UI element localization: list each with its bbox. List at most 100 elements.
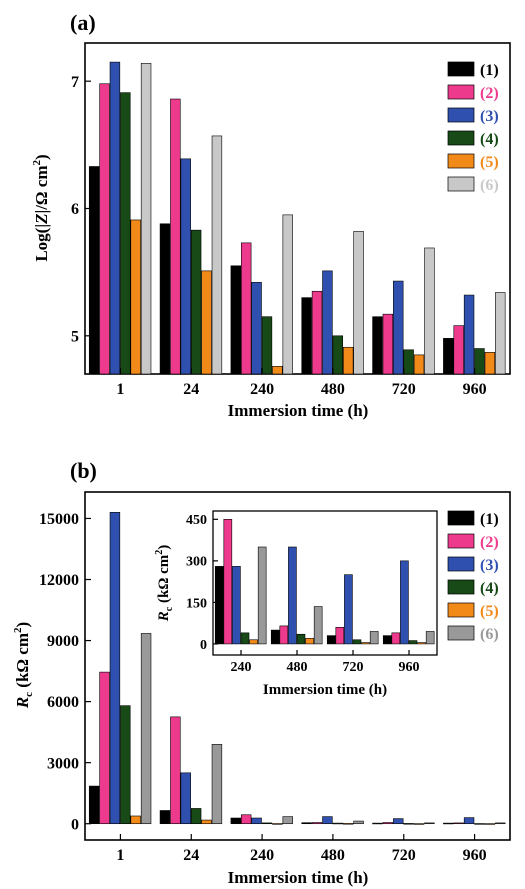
a-legend-label-5: (5) [480, 154, 499, 171]
b-legend-swatch-3 [447, 556, 475, 572]
a-bar-series-4-480 [332, 335, 344, 375]
panel-b-x-axis-label: Immersion time (h) [228, 868, 369, 887]
panel-b-legend: (1) (2) (3) (4) (5) (6) [447, 510, 499, 643]
a-legend-label-4: (4) [480, 131, 499, 148]
a-y-tick-label: 5 [71, 328, 79, 345]
a-bar-series-3-720 [393, 280, 404, 375]
a-bar-series-6-480 [353, 231, 364, 375]
a-legend-swatch-5 [447, 153, 475, 169]
i-bar-series-4-960 [408, 640, 418, 645]
b-bar-series-1-240 [230, 817, 242, 825]
b-legend-swatch-5 [447, 602, 475, 618]
i-bar-series-2-960 [391, 632, 401, 645]
b-bar-series-6-720 [424, 822, 435, 825]
a-bar-series-4-960 [474, 348, 485, 375]
b-bar-series-1-960 [443, 822, 454, 825]
a-legend-label-1: (1) [480, 62, 499, 79]
panel-a-y-axis-label: Log(|Z|/Ω cm2) [31, 154, 51, 261]
b-bar-series-3-24 [180, 772, 191, 825]
a-bar-series-2-24 [170, 98, 181, 375]
panel-b-inset: 0 150 300 450 240 480 720 960 Rc (kΩ cm2) Imme… [154, 510, 438, 698]
inset-x-axis-label: Immersion time (h) [263, 682, 387, 698]
b-bar-series-2-960 [453, 822, 464, 825]
a-y-tick-label: 6 [71, 201, 79, 218]
i-bar-series-5-720 [361, 642, 370, 645]
b-y-tick-label: 3000 [47, 755, 79, 772]
a-x-tick-label: 240 [250, 381, 274, 398]
i-bar-series-5-480 [305, 638, 314, 645]
a-bar-series-4-240 [261, 316, 273, 375]
a-legend-swatch-3 [447, 107, 475, 123]
a-bar-series-5-24 [201, 270, 212, 375]
panel-a-y-ticks: 5 6 7 [71, 74, 91, 345]
b-legend-swatch-1 [447, 510, 475, 526]
b-bar-series-4-1 [120, 705, 131, 825]
a-x-tick-label: 960 [463, 381, 487, 398]
inset-x-ticks: 240 480 720 960 [231, 650, 420, 675]
a-bar-series-4-720 [403, 349, 414, 375]
a-bar-series-3-480 [322, 270, 333, 375]
a-x-tick-label: 1 [116, 381, 124, 398]
a-bar-series-6-24 [211, 135, 223, 375]
a-bar-series-1-24 [159, 223, 171, 375]
b-legend-label-2: (2) [480, 534, 499, 551]
a-y-tick-label: 7 [71, 74, 79, 91]
b-legend-swatch-4 [447, 579, 475, 595]
b-bar-series-2-720 [382, 822, 394, 825]
i-bar-series-6-480 [313, 606, 323, 645]
b-legend-label-5: (5) [480, 603, 499, 620]
b-bar-series-6-960 [495, 822, 506, 825]
i-y-tick-label: 150 [186, 596, 207, 611]
panel-b-y-axis-label: Rc (kΩ cm2) [12, 622, 35, 709]
a-bar-series-3-240 [251, 282, 262, 375]
b-bar-series-3-1 [109, 512, 121, 825]
b-bar-series-2-240 [241, 814, 252, 825]
b-x-tick-label: 24 [183, 847, 199, 864]
b-bar-series-4-720 [403, 823, 414, 825]
a-bar-series-5-240 [272, 366, 283, 375]
b-x-tick-label: 480 [321, 847, 345, 864]
b-y-tick-label: 6000 [47, 694, 79, 711]
b-bar-series-6-240 [282, 816, 293, 825]
a-legend-label-3: (3) [480, 108, 499, 125]
b-bar-series-4-240 [261, 822, 273, 825]
b-bar-series-3-720 [393, 818, 404, 825]
b-bar-series-2-24 [170, 716, 181, 825]
b-legend-swatch-2 [447, 533, 475, 549]
inset-bars [214, 519, 435, 645]
b-y-tick-label: 9000 [47, 633, 79, 650]
i-x-tick-label: 480 [287, 660, 308, 675]
i-bar-series-2-720 [335, 627, 345, 645]
b-legend-label-6: (6) [480, 626, 499, 643]
a-bar-series-1-960 [443, 338, 454, 375]
a-bar-series-1-480 [301, 297, 312, 375]
a-bar-series-3-960 [463, 294, 475, 375]
a-x-tick-label: 24 [183, 381, 199, 398]
i-bar-series-6-720 [369, 631, 379, 645]
a-bar-series-5-720 [413, 354, 425, 375]
inset-y-axis-label: Rc (kΩ cm2) [154, 545, 175, 622]
i-bar-series-3-480 [288, 546, 297, 645]
i-bar-series-5-960 [417, 642, 426, 645]
i-bar-series-3-720 [344, 574, 353, 645]
b-bar-series-4-480 [332, 822, 344, 825]
b-bar-series-2-1 [99, 671, 110, 825]
a-bar-series-3-1 [109, 61, 121, 375]
a-legend-swatch-2 [447, 84, 475, 100]
b-bar-series-5-1 [130, 815, 141, 825]
panel-a-x-ticks: 1 24 240 480 720 960 [116, 368, 487, 398]
a-bar-series-2-1 [99, 83, 110, 375]
i-bar-series-4-720 [352, 639, 362, 645]
panel-a-bars [88, 61, 506, 375]
i-bar-series-6-240 [257, 546, 267, 645]
a-bar-series-2-960 [453, 325, 464, 375]
b-bar-series-5-720 [413, 823, 425, 825]
a-bar-series-5-960 [484, 352, 496, 375]
panel-b-y-ticks: 0 3000 6000 9000 12000 15000 [39, 511, 91, 833]
b-bar-series-3-480 [322, 816, 333, 825]
i-bar-series-3-240 [232, 566, 241, 645]
i-bar-series-1-960 [382, 635, 392, 645]
a-legend-swatch-1 [447, 61, 475, 77]
